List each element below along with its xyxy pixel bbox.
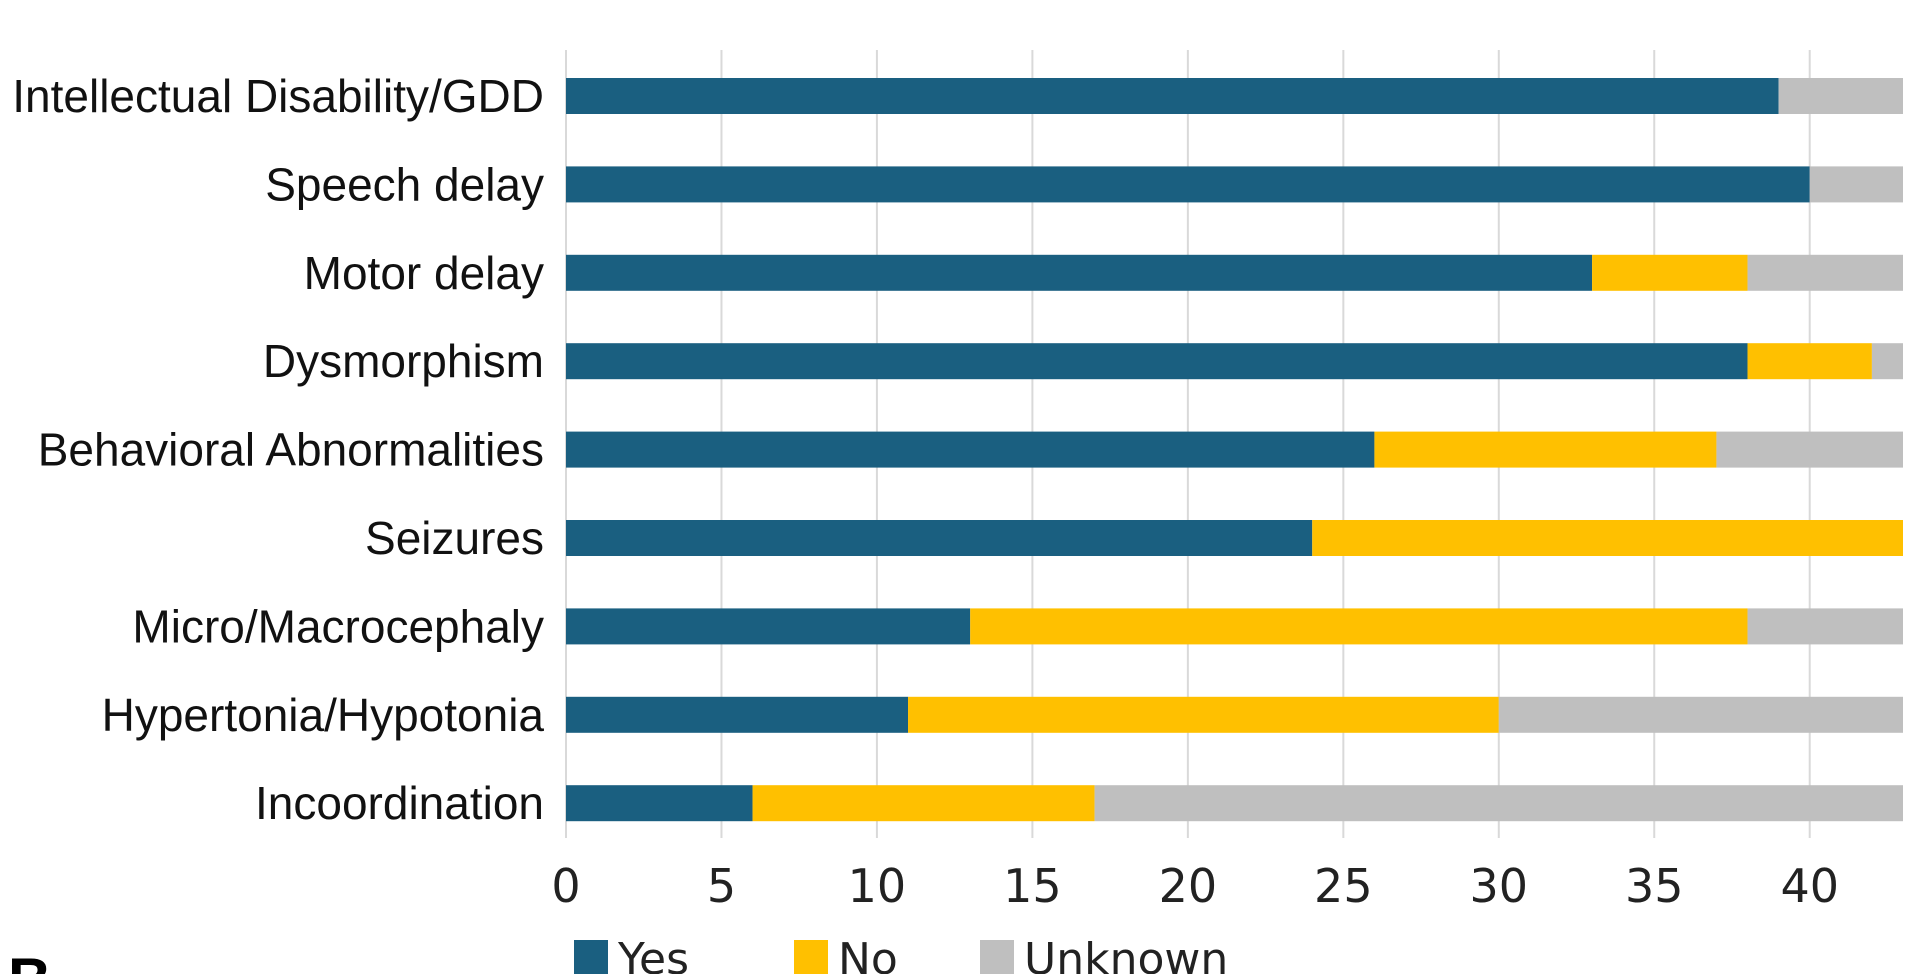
bar-segment-unknown bbox=[1094, 785, 1903, 822]
category-label: Micro/Macrocephaly bbox=[132, 600, 544, 652]
bar-segment-unknown bbox=[1716, 431, 1903, 468]
legend: Yes No Unknown bbox=[574, 934, 1228, 974]
legend-swatch-yes bbox=[574, 940, 608, 974]
legend-label-no: No bbox=[838, 934, 898, 974]
bar-segment-no bbox=[752, 785, 1095, 822]
category-label: Incoordination bbox=[255, 777, 544, 829]
x-tick-label: 35 bbox=[1625, 859, 1684, 913]
legend-swatch-no bbox=[794, 940, 828, 974]
x-tick-label: 15 bbox=[1003, 859, 1062, 913]
legend-swatch-unknown bbox=[980, 940, 1014, 974]
category-label: Hypertonia/Hypotonia bbox=[102, 689, 545, 741]
category-label: Speech delay bbox=[265, 158, 544, 210]
bar-segment-no bbox=[1592, 254, 1748, 291]
x-tick-labels: 0 5 10 15 20 25 30 35 40 bbox=[551, 859, 1839, 913]
category-label: Seizures bbox=[365, 512, 544, 564]
bar-segment-yes bbox=[566, 520, 1313, 556]
bar-segment-yes bbox=[566, 254, 1593, 291]
legend-label-unknown: Unknown bbox=[1024, 934, 1228, 974]
legend-label-yes: Yes bbox=[617, 934, 689, 974]
category-label: Dysmorphism bbox=[263, 335, 544, 387]
category-labels: Intellectual Disability/GDD Speech delay M… bbox=[12, 70, 544, 829]
x-tick-label: 40 bbox=[1780, 859, 1839, 913]
bar-segment-yes bbox=[566, 785, 753, 822]
x-tick-label: 30 bbox=[1470, 859, 1529, 913]
bar-segment-yes bbox=[566, 343, 1748, 380]
bar-segment-unknown bbox=[1871, 343, 1903, 380]
x-tick-label: 20 bbox=[1159, 859, 1218, 913]
category-label: Motor delay bbox=[304, 247, 544, 299]
bar-segment-unknown bbox=[1498, 696, 1903, 733]
bar-segment-no bbox=[908, 696, 1499, 733]
bar-segment-yes bbox=[566, 166, 1810, 203]
category-label: Behavioral Abnormalities bbox=[38, 424, 544, 476]
bar-segment-no bbox=[1374, 431, 1717, 468]
x-tick-label: 5 bbox=[707, 859, 736, 913]
x-tick-label: 0 bbox=[551, 859, 580, 913]
bar-segment-no bbox=[1747, 343, 1872, 380]
x-tick-label: 25 bbox=[1314, 859, 1373, 913]
bar-segment-yes bbox=[566, 431, 1375, 468]
bar-segment-no bbox=[1312, 520, 1903, 556]
x-tick-label: 10 bbox=[848, 859, 907, 913]
bar-segment-yes bbox=[566, 78, 1779, 114]
bar-segment-unknown bbox=[1747, 608, 1903, 645]
bar-segment-yes bbox=[566, 696, 909, 733]
bar-segment-no bbox=[970, 608, 1748, 645]
bar-segment-yes bbox=[566, 608, 971, 645]
bars bbox=[566, 78, 1903, 822]
panel-letter: B bbox=[8, 946, 51, 974]
bar-segment-unknown bbox=[1809, 166, 1903, 203]
bar-segment-unknown bbox=[1747, 254, 1903, 291]
bar-segment-unknown bbox=[1778, 78, 1903, 114]
category-label: Intellectual Disability/GDD bbox=[12, 70, 544, 122]
